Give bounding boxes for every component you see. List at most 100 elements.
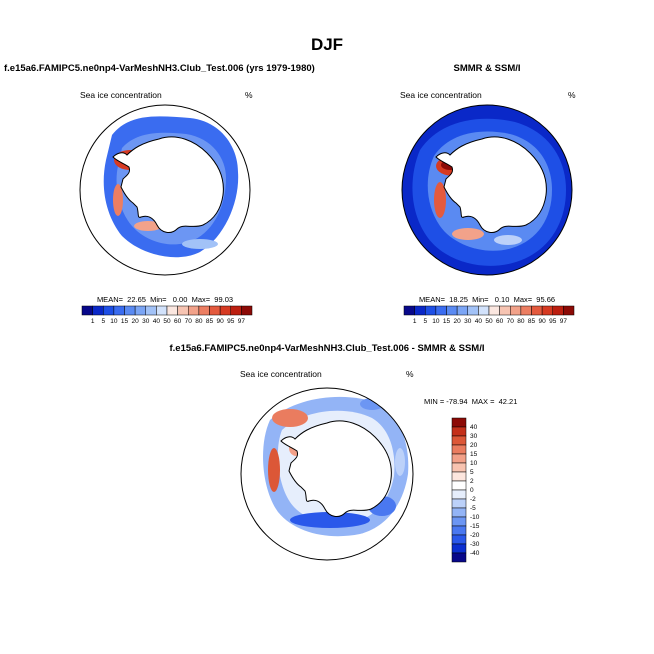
colorbar-tick-label: -10 <box>470 514 480 521</box>
colorbar-tick-label: -30 <box>470 541 480 548</box>
model-colorbar: 1 5 10 15 20 30 40 50 60 70 80 85 90 95 97 <box>81 305 253 325</box>
colorbar-swatch <box>451 489 467 500</box>
colorbar-swatch <box>541 305 553 316</box>
colorbar-tick-label: 95 <box>227 318 235 325</box>
colorbar-swatch <box>563 305 575 316</box>
obs-map-title: Sea ice concentration <box>400 90 482 100</box>
colorbar-tick-label: 90 <box>539 318 547 325</box>
colorbar-swatch <box>435 305 447 316</box>
colorbar-swatch <box>552 305 564 316</box>
colorbar-tick-label: 97 <box>238 318 246 325</box>
colorbar-swatch <box>451 444 467 455</box>
colorbar-tick-label: 15 <box>443 318 451 325</box>
colorbar-tick-label: 1 <box>413 318 417 325</box>
obs-map-panel: Sea ice concentration % MEAN= 18.25 Min=… <box>400 90 576 325</box>
model-stats-label: MEAN= 22.65 Min= 0.00 Max= 99.03 <box>97 295 233 304</box>
colorbar-tick-label: 40 <box>153 318 161 325</box>
colorbar-tick-label: 97 <box>560 318 568 325</box>
colorbar-tick-label: 5 <box>101 318 105 325</box>
diff-map-panel: Sea ice concentration % MIN = -78.94 MAX… <box>240 369 517 563</box>
colorbar-tick-label: -2 <box>470 496 476 503</box>
colorbar-tick-label: 30 <box>142 318 150 325</box>
model-map-panel: Sea ice concentration % MEAN= 22.65 Min=… <box>79 90 253 325</box>
colorbar-swatch <box>414 305 426 316</box>
model-sea-ice-field <box>80 105 250 275</box>
diff-map-units: % <box>406 369 414 379</box>
colorbar-swatch <box>451 516 467 527</box>
colorbar-tick-label: -20 <box>470 532 480 539</box>
colorbar-swatch <box>488 305 500 316</box>
colorbar-swatch <box>478 305 490 316</box>
colorbar-tick-label: 15 <box>121 318 129 325</box>
colorbar-swatch <box>510 305 522 316</box>
colorbar-tick-label: 80 <box>517 318 525 325</box>
colorbar-tick-label: 10 <box>110 318 118 325</box>
colorbar-swatch <box>134 305 146 316</box>
colorbar-tick-label: 95 <box>549 318 557 325</box>
colorbar-swatch <box>451 498 467 509</box>
colorbar-tick-label: 15 <box>470 451 478 458</box>
colorbar-swatch <box>81 305 93 316</box>
diff-map-title: Sea ice concentration <box>240 369 322 379</box>
colorbar-tick-label: 20 <box>454 318 462 325</box>
colorbar-swatch <box>209 305 221 316</box>
colorbar-tick-label: 70 <box>507 318 515 325</box>
colorbar-tick-label: 20 <box>132 318 140 325</box>
colorbar-swatch <box>451 435 467 446</box>
colorbar-tick-label: 5 <box>423 318 427 325</box>
colorbar-swatch <box>451 426 467 437</box>
colorbar-swatch <box>113 305 125 316</box>
colorbar-swatch <box>451 543 467 554</box>
colorbar-tick-label: 2 <box>470 478 474 485</box>
colorbar-swatch <box>456 305 468 316</box>
diff-panel-subtitle: f.e15a6.FAMIPC5.ne0np4-VarMeshNH3.Club_T… <box>170 343 485 354</box>
colorbar-swatch <box>451 471 467 482</box>
colorbar-swatch <box>531 305 543 316</box>
colorbar-tick-label: 90 <box>217 318 225 325</box>
colorbar-swatch <box>166 305 178 316</box>
colorbar-tick-label: -15 <box>470 523 480 530</box>
colorbar-tick-label: 50 <box>163 318 171 325</box>
figure-title: DJF <box>311 35 343 54</box>
colorbar-swatch <box>230 305 242 316</box>
model-map-title: Sea ice concentration <box>80 90 162 100</box>
colorbar-swatch <box>103 305 115 316</box>
obs-panel-subtitle: SMMR & SSM/I <box>453 63 520 74</box>
colorbar-swatch <box>219 305 231 316</box>
diff-stats-label: MIN = -78.94 MAX = 42.21 <box>424 397 517 406</box>
colorbar-tick-label: 1 <box>91 318 95 325</box>
colorbar-swatch <box>451 525 467 536</box>
obs-colorbar: 1 5 10 15 20 30 40 50 60 70 80 85 90 95 97 <box>403 305 575 325</box>
colorbar-tick-label: 30 <box>470 433 478 440</box>
colorbar-swatch <box>446 305 458 316</box>
colorbar-tick-label: 0 <box>470 487 474 494</box>
colorbar-swatch <box>451 534 467 545</box>
colorbar-tick-label: 10 <box>470 460 478 467</box>
colorbar-swatch <box>241 305 253 316</box>
colorbar-swatch <box>520 305 532 316</box>
colorbar-swatch <box>451 480 467 491</box>
colorbar-tick-label: -5 <box>470 505 476 512</box>
colorbar-tick-label: 85 <box>206 318 214 325</box>
colorbar-swatch <box>451 507 467 518</box>
colorbar-swatch <box>198 305 210 316</box>
colorbar-tick-label: 20 <box>470 442 478 449</box>
colorbar-swatch <box>425 305 437 316</box>
model-panel-subtitle: f.e15a6.FAMIPC5.ne0np4-VarMeshNH3.Club_T… <box>4 63 315 74</box>
colorbar-swatch <box>92 305 104 316</box>
obs-sea-ice-field <box>402 105 572 275</box>
colorbar-tick-label: 80 <box>195 318 203 325</box>
colorbar-tick-label: 10 <box>432 318 440 325</box>
colorbar-swatch <box>124 305 136 316</box>
colorbar-tick-label: 70 <box>185 318 193 325</box>
colorbar-tick-label: 60 <box>496 318 504 325</box>
colorbar-swatch <box>499 305 511 316</box>
colorbar-tick-label: 40 <box>475 318 483 325</box>
model-map-units: % <box>245 90 253 100</box>
colorbar-tick-label: -40 <box>470 550 480 557</box>
colorbar-tick-label: 40 <box>470 424 478 431</box>
colorbar-tick-label: 85 <box>528 318 536 325</box>
colorbar-swatch <box>177 305 189 316</box>
